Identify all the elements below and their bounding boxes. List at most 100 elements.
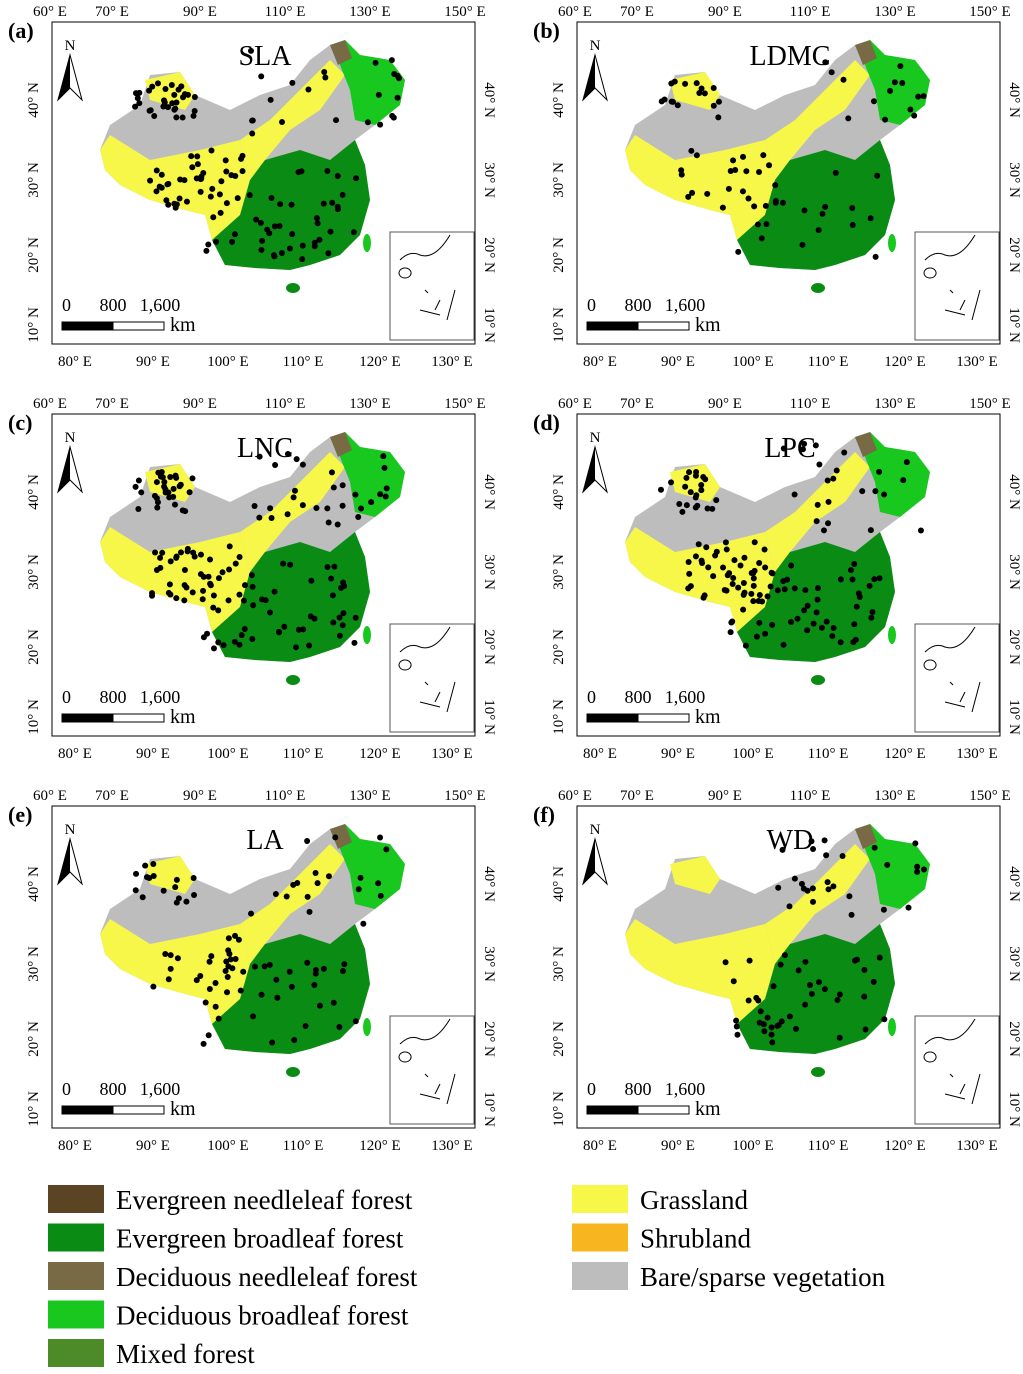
sample-site <box>321 966 327 972</box>
sample-site <box>160 103 166 109</box>
scale-unit: km <box>695 706 721 728</box>
sample-site <box>325 250 331 256</box>
sample-site <box>291 494 297 500</box>
sample-site <box>133 484 139 490</box>
sample-site <box>340 579 346 585</box>
sample-site <box>195 161 201 167</box>
sample-site <box>211 592 217 598</box>
legend-item: Mixed forest <box>48 1339 255 1369</box>
sample-site <box>872 845 878 851</box>
sample-site <box>765 1015 771 1021</box>
sample-site <box>289 80 295 86</box>
panel-letter: (c) <box>8 410 32 435</box>
panel-title: LPC <box>764 433 815 464</box>
sample-site <box>173 114 179 120</box>
right-lat-label: 20° N <box>1006 1021 1022 1057</box>
sample-site <box>735 585 741 591</box>
sample-site <box>242 582 248 588</box>
sample-site <box>819 625 825 631</box>
sample-site <box>190 550 196 556</box>
sample-site <box>242 626 248 632</box>
left-lat-label: 40° N <box>551 866 567 902</box>
sample-site <box>756 598 762 604</box>
sample-site <box>658 487 664 493</box>
sample-site <box>312 243 318 249</box>
inset-frame <box>390 624 474 732</box>
sample-site <box>848 567 854 573</box>
sample-site <box>149 593 155 599</box>
sample-site <box>210 214 216 220</box>
hainan <box>811 1067 825 1077</box>
sample-site <box>135 95 141 101</box>
sample-site <box>726 570 732 576</box>
sample-site <box>884 862 890 868</box>
scale-label: 0 <box>62 1079 71 1099</box>
sample-site <box>355 514 361 520</box>
sample-site <box>669 99 675 105</box>
sample-site <box>801 607 807 613</box>
sample-site <box>863 1026 869 1032</box>
sample-site <box>263 597 269 603</box>
sample-site <box>792 876 798 882</box>
sample-site <box>714 549 720 555</box>
bottom-lon-label: 120° E <box>359 354 400 370</box>
sample-site <box>252 503 258 509</box>
sample-site <box>300 502 306 508</box>
sample-site <box>825 477 831 483</box>
north-label: N <box>65 38 76 54</box>
sample-site <box>147 178 153 184</box>
inset-frame <box>915 624 999 732</box>
top-lon-label: 150° E <box>969 396 1010 412</box>
sample-site <box>845 115 851 121</box>
sample-site <box>136 100 142 106</box>
sample-site <box>223 157 229 163</box>
sample-site <box>787 1013 793 1019</box>
sample-site <box>330 619 336 625</box>
sample-site <box>191 113 197 119</box>
sample-site <box>914 864 920 870</box>
sample-site <box>313 967 319 973</box>
sample-site <box>773 198 779 204</box>
legend-label: Deciduous broadleaf forest <box>116 1301 409 1331</box>
sample-site <box>324 168 330 174</box>
hainan <box>811 675 825 685</box>
top-lon-label: 60° E <box>558 788 592 804</box>
sample-site <box>273 977 279 983</box>
sample-site <box>181 597 187 603</box>
sample-site <box>815 585 821 591</box>
scale-label: 1,600 <box>665 687 706 707</box>
sample-site <box>814 518 820 524</box>
right-lat-label: 30° N <box>1006 946 1022 982</box>
sample-site <box>771 983 777 989</box>
sample-site <box>135 506 141 512</box>
sample-site <box>352 492 358 498</box>
sample-site <box>192 94 198 100</box>
sample-site <box>337 615 343 621</box>
sample-site <box>696 90 702 96</box>
sample-site <box>216 1016 222 1022</box>
sample-site <box>784 577 790 583</box>
map-panel: (f)WDN60° E70° E90° E110° E130° E150° E8… <box>533 788 1022 1154</box>
sample-site <box>851 621 857 627</box>
sample-site <box>391 71 397 77</box>
sample-site <box>710 573 716 579</box>
sample-site <box>762 547 768 553</box>
sample-site <box>752 539 758 545</box>
sample-site <box>136 478 142 484</box>
sample-site <box>178 549 184 555</box>
sample-site <box>835 997 841 1003</box>
sample-site <box>198 552 204 558</box>
sample-site <box>850 639 856 645</box>
sample-site <box>711 85 717 91</box>
sample-site <box>830 476 836 482</box>
sample-site <box>754 634 760 640</box>
panel-title: LA <box>246 825 284 856</box>
sample-site <box>181 177 187 183</box>
north-label: N <box>590 822 601 838</box>
sample-site <box>389 57 395 63</box>
sample-site <box>774 1023 780 1029</box>
top-lon-label: 70° E <box>620 396 654 412</box>
top-lon-label: 130° E <box>349 396 390 412</box>
sample-site <box>786 903 792 909</box>
